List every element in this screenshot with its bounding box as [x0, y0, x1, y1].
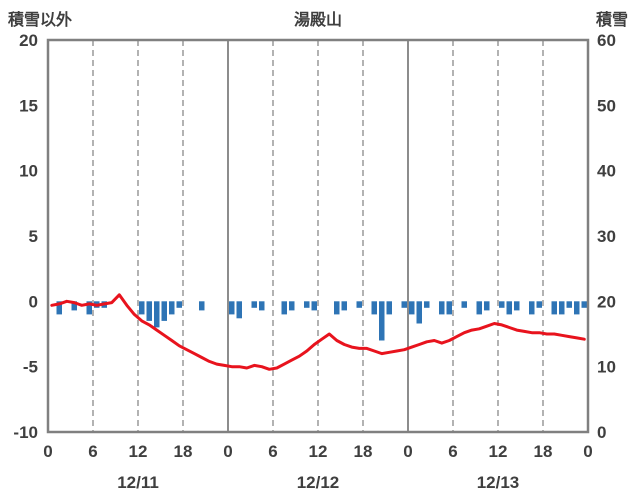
precip-bar	[559, 301, 565, 315]
left-axis-title: 積雪以外	[8, 12, 73, 29]
x-axis-tick: 0	[43, 442, 52, 461]
precip-bar	[304, 301, 310, 308]
precip-bar	[529, 301, 535, 315]
precip-bar	[506, 301, 512, 315]
precip-bar	[161, 301, 167, 321]
plot-frame	[46, 38, 590, 434]
precip-bar	[461, 301, 467, 308]
gridlines	[92, 40, 544, 432]
precip-bar	[251, 301, 257, 308]
x-axis-tick: 12	[309, 442, 328, 461]
precip-bar	[311, 301, 317, 311]
date-label: 12/13	[477, 473, 520, 492]
precip-bar	[551, 301, 557, 315]
right-axis-tick: 40	[597, 162, 616, 181]
x-axis-tick: 12	[489, 442, 508, 461]
precip-bar	[176, 301, 182, 308]
precip-bar	[229, 301, 235, 315]
precip-bar	[56, 301, 62, 315]
date-label: 12/11	[117, 473, 159, 492]
left-axis-tick: 5	[29, 227, 38, 246]
left-axis-tick: -5	[23, 358, 38, 377]
red-data-line	[50, 293, 586, 371]
x-axis-tick: 0	[403, 442, 412, 461]
precip-bar	[379, 301, 385, 341]
x-axis-tick: 0	[223, 442, 232, 461]
x-axis-tick: 12	[129, 442, 148, 461]
right-axis-tick: 60	[597, 31, 616, 50]
left-axis-tick: -10	[13, 423, 38, 442]
left-axis-tick: 0	[29, 292, 38, 311]
precip-bar	[401, 301, 407, 308]
right-axis-tick: 30	[597, 227, 616, 246]
x-axis-tick: 0	[583, 442, 592, 461]
x-axis-tick: 18	[534, 442, 553, 461]
left-axis-tick: 10	[19, 162, 38, 181]
right-axis-tick: 0	[597, 423, 606, 442]
chart-title: 湯殿山	[293, 12, 343, 29]
left-axis-tick: 15	[19, 96, 38, 115]
precipitation-bars	[56, 301, 587, 341]
x-axis-tick: 6	[268, 442, 277, 461]
precip-bar	[581, 301, 587, 308]
precip-bar	[154, 301, 160, 328]
precip-bar	[371, 301, 377, 315]
precip-bar	[259, 301, 265, 311]
x-axis-tick: 6	[88, 442, 97, 461]
precip-bar	[86, 301, 92, 315]
precip-bar	[416, 301, 422, 324]
precip-bar	[356, 301, 362, 308]
right-axis-tick: 20	[597, 292, 616, 311]
precip-bar	[536, 301, 542, 308]
precip-bar	[199, 301, 205, 311]
right-axis-title: 積雪	[595, 12, 628, 29]
precip-bar	[289, 301, 295, 311]
left-axis-tick: 20	[19, 31, 38, 50]
precip-bar	[499, 301, 505, 308]
x-axis-tick: 18	[354, 442, 373, 461]
precip-bar	[514, 301, 520, 311]
right-axis-tick: 10	[597, 358, 616, 377]
precip-bar	[386, 301, 392, 315]
right-axis-tick: 50	[597, 96, 616, 115]
date-label: 12/12	[297, 473, 340, 492]
precip-bar	[574, 301, 580, 315]
precip-bar	[566, 301, 572, 308]
precip-bar	[341, 301, 347, 311]
precip-bar	[439, 301, 445, 315]
precip-bar	[484, 301, 490, 311]
x-axis-tick: 6	[448, 442, 457, 461]
precip-bar	[476, 301, 482, 315]
precip-bar	[334, 301, 340, 315]
precip-bar	[409, 301, 415, 315]
x-axis-tick: 18	[174, 442, 193, 461]
precip-bar	[424, 301, 430, 308]
precip-bar	[169, 301, 175, 315]
precip-bar	[146, 301, 152, 321]
precip-bar	[446, 301, 452, 315]
precip-bar	[139, 301, 145, 315]
precip-bar	[71, 301, 77, 311]
precip-bar	[281, 301, 287, 315]
precip-bar	[236, 301, 242, 319]
